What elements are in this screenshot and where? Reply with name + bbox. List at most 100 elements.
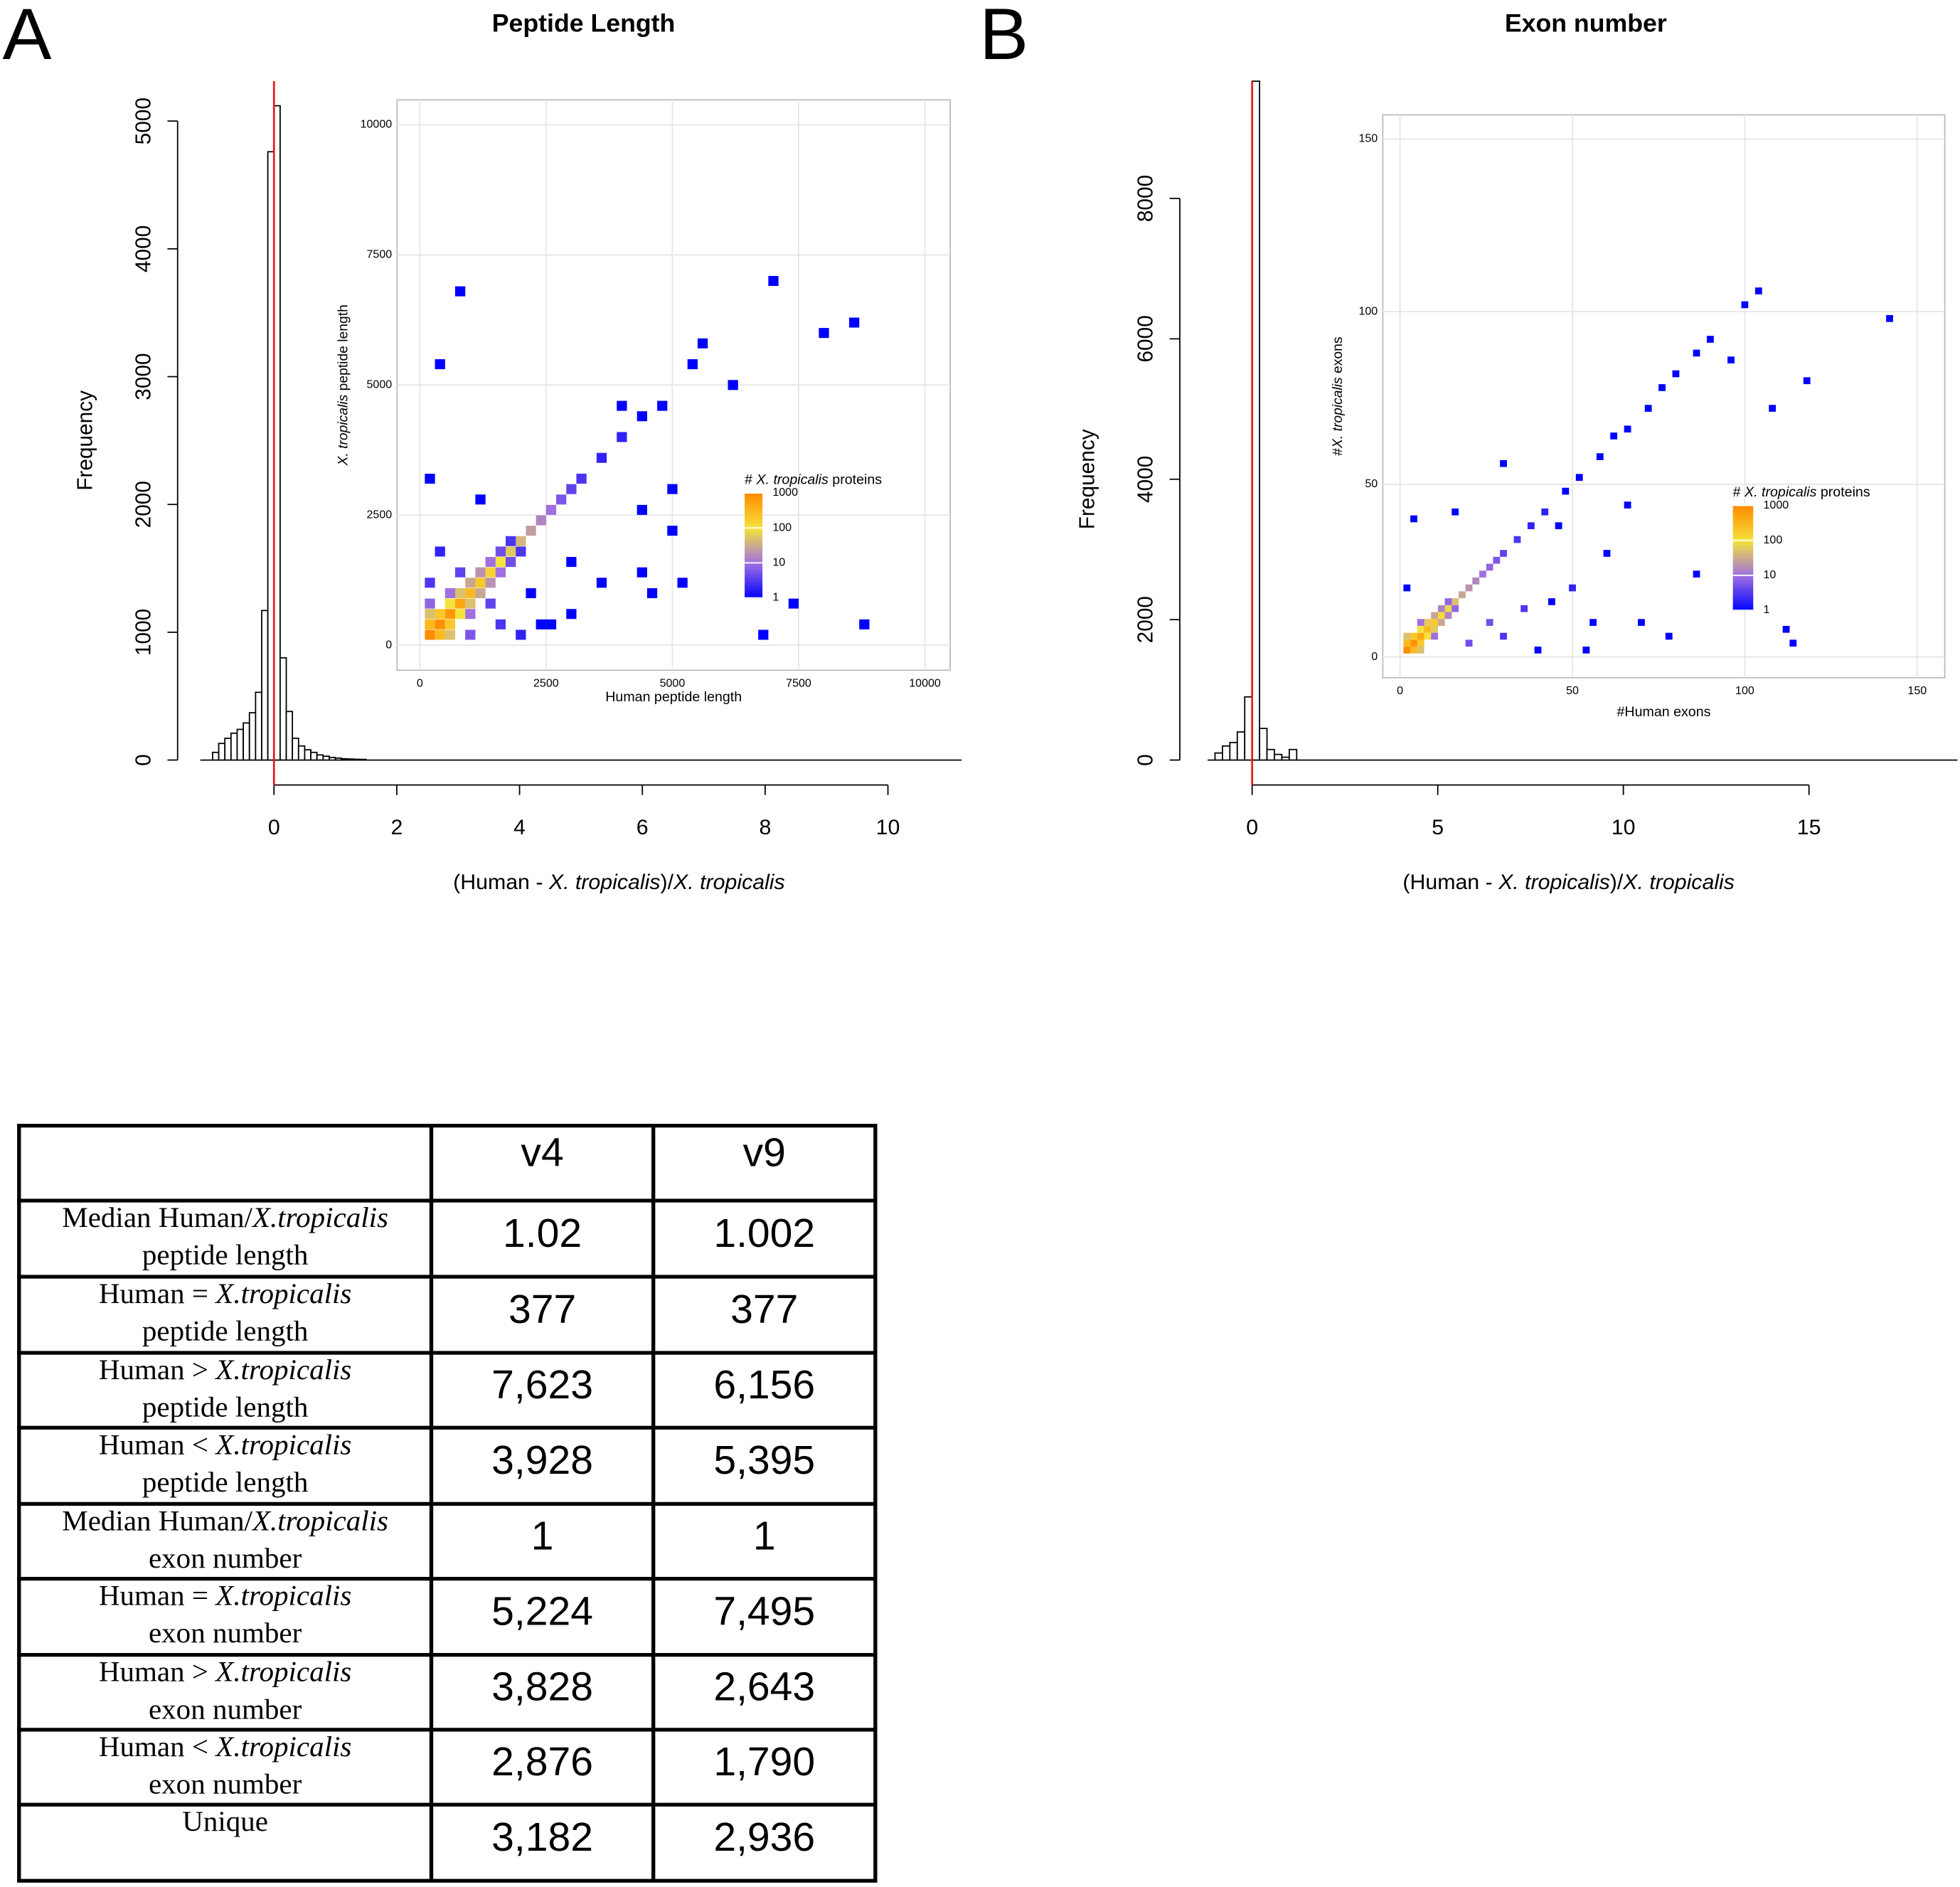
colorbar-strip [745, 574, 763, 578]
colorbar-strip [1732, 589, 1754, 593]
bar [310, 751, 318, 761]
heat-cell [495, 567, 506, 578]
heat-cell [1479, 570, 1486, 578]
bar [255, 691, 262, 761]
x-tick-label: 150 [1907, 685, 1927, 697]
colorbar-strip [1732, 600, 1754, 603]
colorbar-strip [745, 498, 763, 502]
text-part: X. tropicalis [1498, 871, 1610, 894]
panel-label: A [3, 0, 53, 75]
y-tick-label: 50 [1365, 478, 1378, 490]
heat-cell [1472, 578, 1480, 585]
colorbar-strip [1732, 607, 1754, 611]
table-header: v4 [521, 1130, 563, 1174]
text-part: Human < [99, 1429, 215, 1461]
heat-cell [485, 557, 496, 568]
bar [261, 610, 269, 761]
bar [353, 758, 361, 761]
y-tick-label: 4000 [132, 225, 155, 272]
text-part: X. tropicalis [673, 871, 785, 894]
text-part: exon number [149, 1694, 302, 1726]
heat-cell [506, 536, 516, 546]
y-tick-label: 2000 [132, 481, 155, 528]
heat-cell [1789, 639, 1797, 647]
bar [243, 722, 250, 761]
colorbar-label: 10 [1764, 569, 1777, 581]
table-cell: 1,790 [713, 1739, 815, 1783]
heat-cell [435, 609, 445, 620]
table-cell: 2,876 [491, 1739, 593, 1783]
y-tick-label: 0 [385, 639, 392, 651]
heat-cell [465, 578, 476, 588]
bar [248, 712, 257, 761]
text-part: )/ [661, 871, 674, 894]
colorbar-strip [745, 585, 763, 588]
bar [1251, 80, 1260, 761]
colorbar-strip [745, 548, 763, 552]
heat-cell [758, 629, 769, 640]
y-tick-label: 150 [1358, 133, 1378, 145]
x-tick-label: 0 [417, 678, 423, 690]
text-part: X. tropicalis [755, 472, 829, 488]
colorbar-strip [745, 545, 763, 549]
text-part: Human < [99, 1731, 215, 1763]
bar [1281, 756, 1290, 761]
text-part: peptide length [142, 1239, 309, 1271]
heat-cell [465, 609, 476, 620]
colorbar-strip [1732, 563, 1754, 567]
colorbar-strip [1732, 550, 1754, 553]
heat-cell [1417, 625, 1424, 633]
colorbar-strip [745, 558, 763, 562]
heat-cell [859, 619, 870, 629]
y-axis-label: Frequency [73, 390, 97, 491]
heat-cell [1417, 639, 1424, 647]
heat-cell [435, 546, 445, 557]
colorbar-strip [745, 590, 763, 593]
bar [236, 728, 244, 761]
x-axis-label: (Human - X. tropicalis)/X. tropicalis [453, 871, 785, 894]
heat-cell [697, 338, 708, 349]
heat-cell [425, 629, 435, 640]
bar [1236, 731, 1246, 761]
table-cell: 1.02 [503, 1211, 582, 1255]
bar [230, 732, 238, 761]
y-axis-label: #X. tropicalis exons [1330, 336, 1346, 456]
x-axis-label: #Human exons [1617, 704, 1711, 720]
x-tick-label: 0 [1397, 685, 1403, 697]
colorbar-strip [1732, 552, 1754, 556]
heat-cell [1444, 612, 1452, 620]
bar [218, 743, 226, 761]
colorbar-strip [1732, 510, 1754, 514]
table-cell: 377 [730, 1287, 798, 1331]
y-tick-label: 2500 [367, 509, 393, 521]
colorbar-strip [745, 535, 763, 538]
heat-cell [1596, 453, 1604, 460]
heat-cell [1493, 556, 1501, 564]
colorbar-strip [745, 556, 763, 560]
text-part: peptide length [142, 1315, 309, 1347]
text-part: Human = [99, 1580, 215, 1612]
colorbar-strip [745, 514, 763, 518]
colorbar-label: 10 [772, 557, 785, 569]
colorbar-strip [1732, 547, 1754, 551]
x-tick-label: 2 [390, 816, 403, 839]
row-label: Human = X.tropicalis [99, 1580, 351, 1612]
bar [346, 758, 355, 761]
heat-cell [1410, 515, 1417, 523]
text-part: proteins [1816, 484, 1870, 500]
heat-cell [435, 629, 445, 640]
colorbar-strip [1732, 544, 1754, 548]
heat-cell [848, 317, 860, 328]
colorbar-strip [1732, 576, 1754, 580]
text-part: X.tropicalis [214, 1354, 351, 1386]
heat-cell [788, 598, 799, 609]
table-cell: 2,936 [713, 1814, 815, 1859]
heat-cell [475, 567, 486, 578]
y-axis-label: X. tropicalis peptide length [335, 304, 351, 466]
table-cell: 3,928 [491, 1438, 593, 1482]
text-part: Human = [99, 1278, 215, 1310]
y-tick-label: 0 [1134, 754, 1157, 766]
colorbar-strip [745, 509, 763, 512]
text-part: X.tropicalis [251, 1202, 388, 1234]
heat-cell [1782, 625, 1790, 633]
